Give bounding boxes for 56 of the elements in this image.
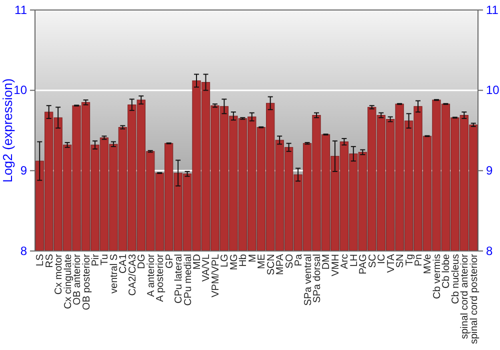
x-tick-label: Hb [238, 254, 250, 267]
y-axis-title: Log2 (expression) [0, 78, 15, 183]
x-tick-label: VPM/VPL [210, 254, 222, 298]
x-tick-label: LG [220, 254, 231, 268]
x-tick-label: MPA [275, 254, 286, 275]
x-tick-label: VTA [386, 254, 397, 273]
y2-tick-label: 9 [486, 164, 493, 178]
y-tick-label: 8 [20, 244, 28, 258]
x-tick-label: Pir [90, 253, 102, 266]
x-tick-label: CA1 [118, 254, 130, 274]
x-tick-label: OB anterior [72, 253, 84, 306]
x-tick-label: SPa dorsal [312, 254, 323, 303]
x-tick-label: Arc [340, 254, 351, 269]
x-tick-label: VMH [330, 254, 342, 276]
x-tick-label: spinal cord anterior [460, 253, 471, 340]
x-tick-label: ventral S [108, 254, 120, 294]
x-tick-label: Pn [414, 254, 425, 266]
y2-tick-label: 10 [486, 83, 500, 98]
y2-tick-label: 8 [486, 244, 493, 258]
x-tick-label: DM [321, 254, 332, 270]
x-tick-label: OB posterior [81, 253, 92, 310]
x-tick-label: IC [376, 254, 388, 264]
x-tick-label: Cx motor [54, 253, 65, 295]
x-tick-label: CA2/CA3 [127, 254, 138, 296]
x-tick-label: ME [256, 254, 268, 269]
x-tick-label: spinal cord posterior [468, 253, 480, 344]
x-tick-label: VA/VL [201, 254, 212, 282]
x-tick-label: A anterior [146, 253, 157, 297]
x-tick-label: M [247, 254, 258, 262]
x-tick-label: Cb nucleus [450, 254, 462, 304]
x-tick-label: SO [284, 254, 296, 268]
x-tick-label: Tu [100, 254, 111, 266]
x-tick-label: MG [228, 254, 240, 270]
y-tick-label: 10 [14, 83, 28, 98]
x-tick-label: Tg [404, 254, 416, 266]
x-tick-label: CPu lateral [174, 254, 185, 304]
x-tick-label: Cb lobe [441, 254, 452, 288]
x-tick-label: LH [348, 254, 360, 267]
x-tick-label: PAG [358, 254, 370, 274]
x-tick-label: A posterior [155, 253, 166, 302]
y-tick-label: 9 [20, 164, 28, 178]
x-tick-label: LS [35, 254, 46, 266]
x-tick-label: Pa [294, 254, 305, 266]
x-tick-label: SCN [266, 254, 277, 276]
x-tick-label: Cx cingulate [62, 254, 74, 310]
x-tick-label: SC [367, 254, 378, 268]
y-tick-label: 11 [14, 2, 28, 17]
x-tick-label: Cb vermis [432, 254, 443, 300]
x-tick-label: GP [164, 254, 176, 268]
y2-tick-label: 11 [486, 2, 499, 17]
x-tick-label: SN [395, 254, 406, 268]
x-tick-label: DG [136, 254, 148, 269]
x-tick-label: MVe [422, 254, 434, 274]
x-tick-label: CPu medial [182, 254, 194, 306]
x-tick-label: SPa ventral [302, 254, 314, 306]
x-tick-label: RS [44, 254, 56, 268]
